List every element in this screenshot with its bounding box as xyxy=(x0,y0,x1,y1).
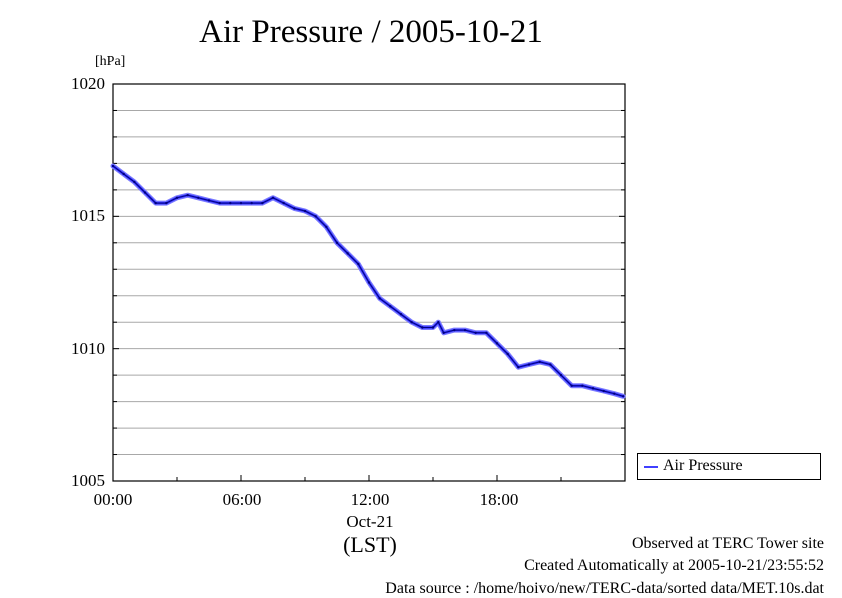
data-point xyxy=(421,326,424,329)
y-axis-unit: [hPa] xyxy=(95,54,126,69)
data-point xyxy=(271,196,275,200)
data-point xyxy=(453,328,456,332)
data-point xyxy=(197,196,200,200)
data-point xyxy=(335,241,339,244)
data-point xyxy=(431,326,435,329)
series-core xyxy=(112,165,624,397)
data-point xyxy=(218,201,221,205)
data-point xyxy=(111,164,115,168)
footer-site: Observed at TERC Tower site xyxy=(631,535,824,552)
data-point xyxy=(442,331,445,334)
x-axis-label: (LST) xyxy=(343,532,397,557)
data-point xyxy=(622,395,625,398)
data-point xyxy=(527,363,531,366)
data-point xyxy=(346,252,349,255)
chart-title: Air Pressure / 2005-10-21 xyxy=(199,14,543,50)
footer-source: Data source : /home/hoivo/new/TERC-data/… xyxy=(385,580,824,597)
data-point xyxy=(367,281,371,284)
data-point xyxy=(581,384,584,387)
data-point xyxy=(570,384,573,387)
x-date-label: Oct-21 xyxy=(346,512,394,531)
data-point xyxy=(261,201,264,205)
data-point xyxy=(389,305,392,308)
data-point xyxy=(378,297,381,300)
data-point xyxy=(122,172,125,176)
data-point xyxy=(133,180,136,184)
legend: Air Pressure xyxy=(637,453,821,480)
legend-series-label: Air Pressure xyxy=(663,457,743,474)
data-point xyxy=(207,199,211,202)
data-point xyxy=(175,196,179,200)
data-point xyxy=(549,363,552,366)
data-point xyxy=(399,313,403,316)
y-tick-label: 1015 xyxy=(71,206,105,225)
plot-frame xyxy=(112,83,626,482)
x-tick-label: 18:00 xyxy=(479,490,519,509)
data-point xyxy=(437,321,440,324)
data-point xyxy=(559,373,563,377)
data-point xyxy=(485,331,488,334)
data-point xyxy=(463,328,467,332)
data-point xyxy=(303,209,307,213)
data-point xyxy=(506,352,509,356)
data-point xyxy=(143,191,147,194)
data-point xyxy=(282,201,285,205)
data-point xyxy=(293,207,296,210)
data-point xyxy=(250,201,253,205)
data-point xyxy=(591,387,595,390)
data-point xyxy=(602,389,605,393)
data-point xyxy=(314,215,317,218)
data-point xyxy=(410,321,413,324)
y-tick-label: 1020 xyxy=(71,74,105,93)
data-point xyxy=(357,262,360,266)
legend-series-swatch xyxy=(644,466,658,468)
data-point xyxy=(325,225,328,229)
x-tick-label: 06:00 xyxy=(222,490,262,509)
data-point xyxy=(517,365,520,369)
data-point xyxy=(165,201,168,205)
x-tick-label: 00:00 xyxy=(93,490,133,509)
y-tick-label: 1010 xyxy=(71,339,105,358)
data-point xyxy=(154,201,157,205)
data-point xyxy=(229,201,232,205)
data-point xyxy=(495,342,499,345)
data-point xyxy=(239,201,243,205)
footer-created: Created Automatically at 2005-10-21/23:5… xyxy=(524,557,824,574)
data-point xyxy=(538,360,541,364)
data-point xyxy=(474,331,477,334)
data-point xyxy=(186,193,189,197)
x-tick-label: 12:00 xyxy=(350,490,390,509)
y-tick-label: 1005 xyxy=(71,471,105,490)
data-point xyxy=(613,392,616,395)
